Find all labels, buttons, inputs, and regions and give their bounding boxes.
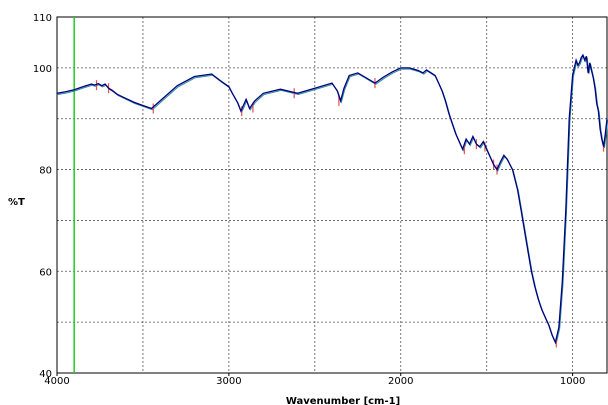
y-tick-labels: 40 60 80 100 110 [33,13,52,380]
x-axis-label: Wavenumber [cm-1] [286,396,400,405]
spectrum-overlay-line [57,55,608,346]
x-tick-label: 2000 [388,376,413,387]
grid [57,17,607,373]
y-tick-label: 60 [39,267,52,278]
x-tick-label: 3000 [216,376,241,387]
y-tick-label: 40 [39,369,52,380]
y-tick-label: 100 [33,64,52,75]
y-tick-label: 110 [33,13,52,24]
x-tick-label: 1000 [560,376,585,387]
y-tick-label: 80 [39,166,52,177]
x-tick-label: 4000 [44,376,69,387]
plot-frame [56,16,608,374]
x-tick-labels: 4000 3000 2000 1000 [44,373,585,387]
spectrum-line [56,53,608,345]
y-axis-label: %T [8,197,25,208]
